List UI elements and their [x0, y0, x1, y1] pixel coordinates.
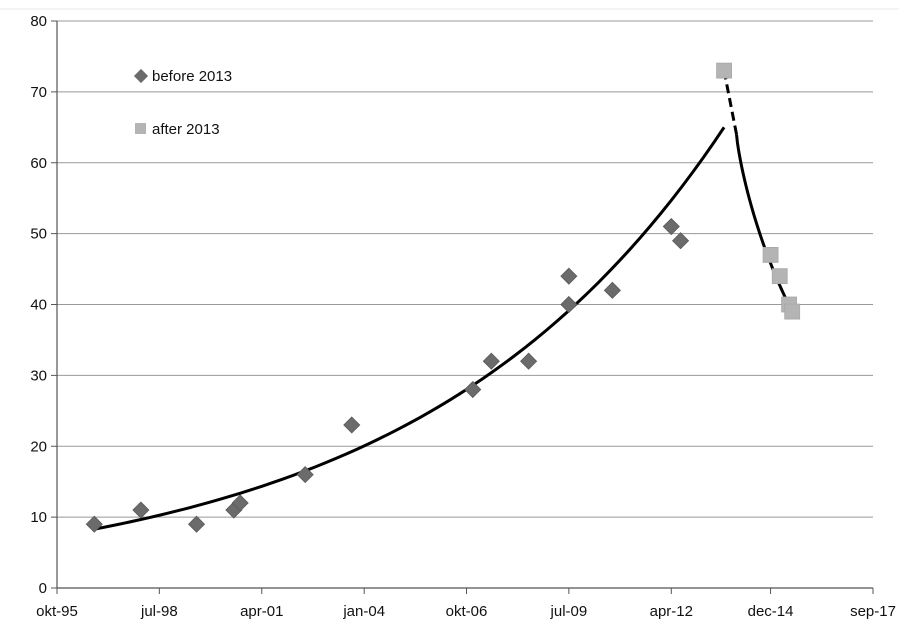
legend-label: after 2013 [152, 121, 220, 138]
x-tick-label: apr-12 [650, 603, 693, 620]
data-point-after-2013 [784, 303, 801, 320]
x-tick-label: sep-17 [850, 603, 896, 620]
data-point-before-2013 [231, 494, 249, 512]
data-point-before-2013 [187, 515, 206, 533]
y-tick-label: 50 [30, 226, 47, 243]
x-tick-label: jul-09 [550, 603, 588, 620]
legend-marker-square [135, 123, 146, 134]
data-point-before-2013 [520, 352, 538, 370]
trendlines [94, 70, 794, 531]
y-tick-label: 30 [30, 367, 47, 384]
legend-marker-diamond [133, 68, 149, 84]
legend-label: before 2013 [152, 68, 232, 85]
trendline-connector-dashed [722, 70, 738, 135]
x-tick-label: jul-98 [140, 603, 178, 620]
legend-item-after-2013: after 2013 [135, 121, 220, 138]
y-tick-label: 20 [30, 438, 47, 455]
x-tick-label: jan-04 [342, 603, 385, 620]
x-tick-label: apr-01 [240, 603, 283, 620]
gridlines [0, 8, 899, 518]
y-tick-label: 40 [30, 297, 47, 314]
y-tick-label: 80 [30, 13, 47, 30]
trendline-exponential [94, 126, 726, 531]
data-point-after-2013 [716, 62, 732, 79]
data-point-after-2013 [771, 268, 788, 285]
legend-item-before-2013: before 2013 [133, 68, 232, 85]
data-points [85, 62, 801, 533]
trendline-decay [735, 134, 794, 313]
data-point-before-2013 [296, 466, 314, 484]
data-point-before-2013 [343, 416, 361, 434]
data-point-before-2013 [672, 232, 690, 250]
axes: 0 10 20 30 40 50 60 70 80 okt-95 jul-98 apr-01 jan-0… [30, 13, 896, 620]
data-point-before-2013 [560, 267, 578, 285]
data-point-after-2013 [762, 246, 779, 263]
legend: before 2013 after 2013 [133, 68, 232, 138]
x-tick-label: okt-06 [446, 603, 488, 620]
data-point-before-2013 [464, 380, 482, 399]
data-point-before-2013 [560, 295, 578, 314]
y-tick-label: 60 [30, 155, 47, 172]
data-point-before-2013 [482, 352, 500, 370]
y-tick-label: 0 [39, 580, 47, 597]
x-tick-label: okt-95 [36, 603, 78, 620]
data-point-before-2013 [603, 281, 621, 299]
y-tick-label: 70 [30, 84, 47, 101]
y-tick-label: 10 [30, 509, 47, 526]
data-point-before-2013 [132, 501, 150, 519]
x-tick-label: dec-14 [748, 603, 794, 620]
data-point-before-2013 [85, 515, 103, 533]
data-point-before-2013 [662, 217, 680, 236]
